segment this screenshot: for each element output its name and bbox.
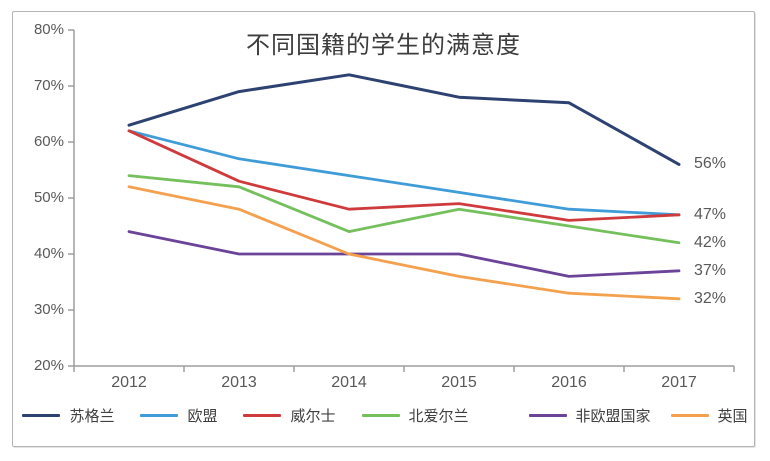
legend-item-3: 北爱尔兰 <box>361 405 469 426</box>
legend-line-icon <box>140 414 179 417</box>
legend-line-icon <box>361 414 400 417</box>
x-axis-label: 2017 <box>661 374 697 391</box>
y-axis-label: 50% <box>33 189 64 206</box>
legend-item-0: 苏格兰 <box>22 405 114 426</box>
legend-line-icon <box>22 414 61 417</box>
legend-item-1: 欧盟 <box>140 405 217 426</box>
y-axis-label: 80% <box>33 21 64 38</box>
legend-item-5: 英国 <box>670 405 748 426</box>
legend-label: 欧盟 <box>187 408 218 425</box>
x-axis-label: 2013 <box>221 374 257 391</box>
x-axis-label: 2012 <box>111 374 147 391</box>
series-end-label: 56% <box>694 155 727 173</box>
legend: 苏格兰 欧盟 威尔士 北爱尔兰 非欧盟国家 英国 <box>20 405 750 426</box>
x-axis-label: 2016 <box>551 374 587 391</box>
legend-line-icon <box>243 414 282 417</box>
y-axis-label: 40% <box>33 245 64 262</box>
x-axis-label: 2015 <box>441 374 477 391</box>
legend-label: 非欧盟国家 <box>575 408 651 425</box>
legend-label: 北爱尔兰 <box>408 408 469 425</box>
series-end-label: 42% <box>694 233 727 251</box>
series-line-5 <box>127 185 681 301</box>
series-end-label: 47% <box>694 205 727 223</box>
x-axis-label: 2014 <box>331 374 367 391</box>
legend-label: 威尔士 <box>290 408 336 425</box>
legend-item-2: 威尔士 <box>243 405 336 426</box>
series-end-label: 32% <box>694 289 727 307</box>
series-end-label: 37% <box>694 261 727 279</box>
legend-line-icon <box>670 414 709 417</box>
y-axis-label: 60% <box>33 133 64 150</box>
y-axis-label: 20% <box>33 357 64 374</box>
series-line-4 <box>127 230 681 278</box>
y-axis-label: 30% <box>33 301 64 318</box>
legend-label: 英国 <box>717 408 748 425</box>
chart-frame <box>12 11 755 447</box>
legend-label: 苏格兰 <box>69 408 115 425</box>
series-line-3 <box>127 174 681 245</box>
legend-item-4: 非欧盟国家 <box>528 405 651 426</box>
series-line-0 <box>127 73 681 166</box>
chart-title: 不同国籍的学生的满意度 <box>246 32 521 59</box>
legend-line-icon <box>528 414 567 417</box>
axis-lines <box>73 30 734 367</box>
y-axis-label: 70% <box>33 77 64 94</box>
series-line-2 <box>127 129 681 222</box>
series-line-1 <box>127 129 681 217</box>
